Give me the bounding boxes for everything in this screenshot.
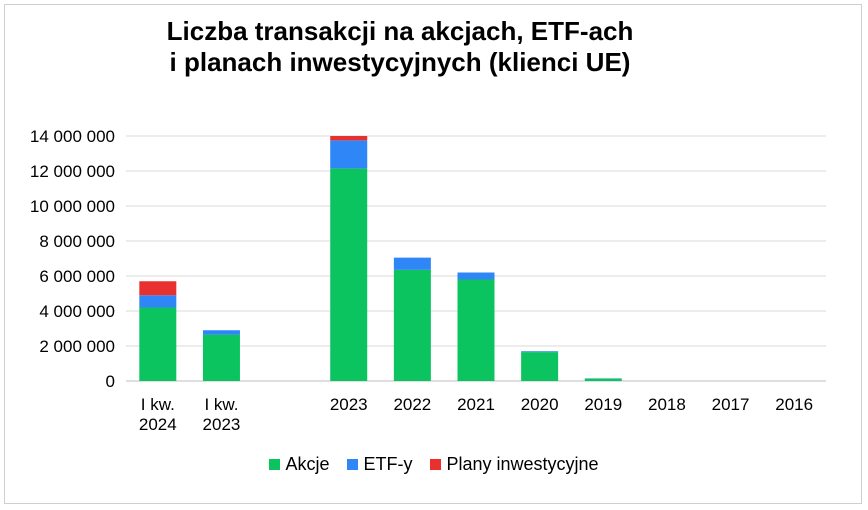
bar-etf-y bbox=[202, 330, 240, 335]
y-tick-label: 4 000 000 bbox=[39, 302, 115, 321]
bar-etf-y bbox=[330, 140, 368, 169]
legend-item: Plany inwestycyjne bbox=[430, 454, 599, 475]
x-tick-label: 2019 bbox=[584, 395, 622, 414]
bar-etf-y bbox=[139, 295, 177, 308]
bar-akcje bbox=[202, 334, 240, 381]
x-tick-label: I kw. bbox=[141, 395, 175, 414]
y-tick-label: 14 000 000 bbox=[30, 127, 115, 146]
x-tick-label: 2023 bbox=[330, 395, 368, 414]
chart-frame bbox=[4, 4, 862, 504]
x-tick-label: 2024 bbox=[139, 415, 177, 434]
chart-legend: Akcje ETF-y Plany inwestycyjne bbox=[0, 454, 868, 475]
chart-title: Liczba transakcji na akcjach, ETF-ach i … bbox=[0, 16, 800, 78]
y-tick-label: 0 bbox=[106, 372, 115, 391]
legend-item: ETF-y bbox=[347, 454, 412, 475]
legend-label: Akcje bbox=[285, 454, 330, 474]
legend-swatch bbox=[347, 459, 359, 470]
bar-akcje bbox=[393, 269, 431, 381]
bar-akcje bbox=[584, 378, 622, 381]
x-tick-label: 2021 bbox=[457, 395, 495, 414]
x-tick-label: 2018 bbox=[648, 395, 686, 414]
x-tick-label: I kw. bbox=[204, 395, 238, 414]
y-tick-label: 12 000 000 bbox=[30, 162, 115, 181]
chart-title-line-1: Liczba transakcji na akcjach, ETF-ach bbox=[166, 16, 634, 46]
bar-etf-y bbox=[393, 257, 431, 270]
legend-swatch bbox=[269, 459, 281, 470]
legend-label: Plany inwestycyjne bbox=[446, 454, 599, 474]
x-tick-label: 2020 bbox=[521, 395, 559, 414]
bar-etf-y bbox=[521, 351, 559, 353]
bar-etf-y bbox=[457, 272, 495, 280]
x-tick-label: 2016 bbox=[775, 395, 813, 414]
legend-swatch bbox=[430, 459, 442, 470]
y-tick-label: 2 000 000 bbox=[39, 337, 115, 356]
bar-plany-inwestycyjne bbox=[139, 281, 177, 296]
x-tick-label: 2022 bbox=[393, 395, 431, 414]
bar-akcje bbox=[139, 307, 177, 381]
y-tick-label: 6 000 000 bbox=[39, 267, 115, 286]
x-tick-label: 2023 bbox=[203, 415, 241, 434]
bar-akcje bbox=[330, 168, 368, 381]
legend-label: ETF-y bbox=[363, 454, 413, 474]
bar-akcje bbox=[521, 352, 559, 381]
y-tick-label: 10 000 000 bbox=[30, 197, 115, 216]
chart-title-line-2: i planach inwestycyjnych (klienci UE) bbox=[169, 47, 631, 77]
legend-item: Akcje bbox=[269, 454, 329, 475]
bar-akcje bbox=[457, 279, 495, 381]
y-tick-label: 8 000 000 bbox=[39, 232, 115, 251]
bar-plany-inwestycyjne bbox=[330, 136, 368, 141]
x-tick-label: 2017 bbox=[712, 395, 750, 414]
